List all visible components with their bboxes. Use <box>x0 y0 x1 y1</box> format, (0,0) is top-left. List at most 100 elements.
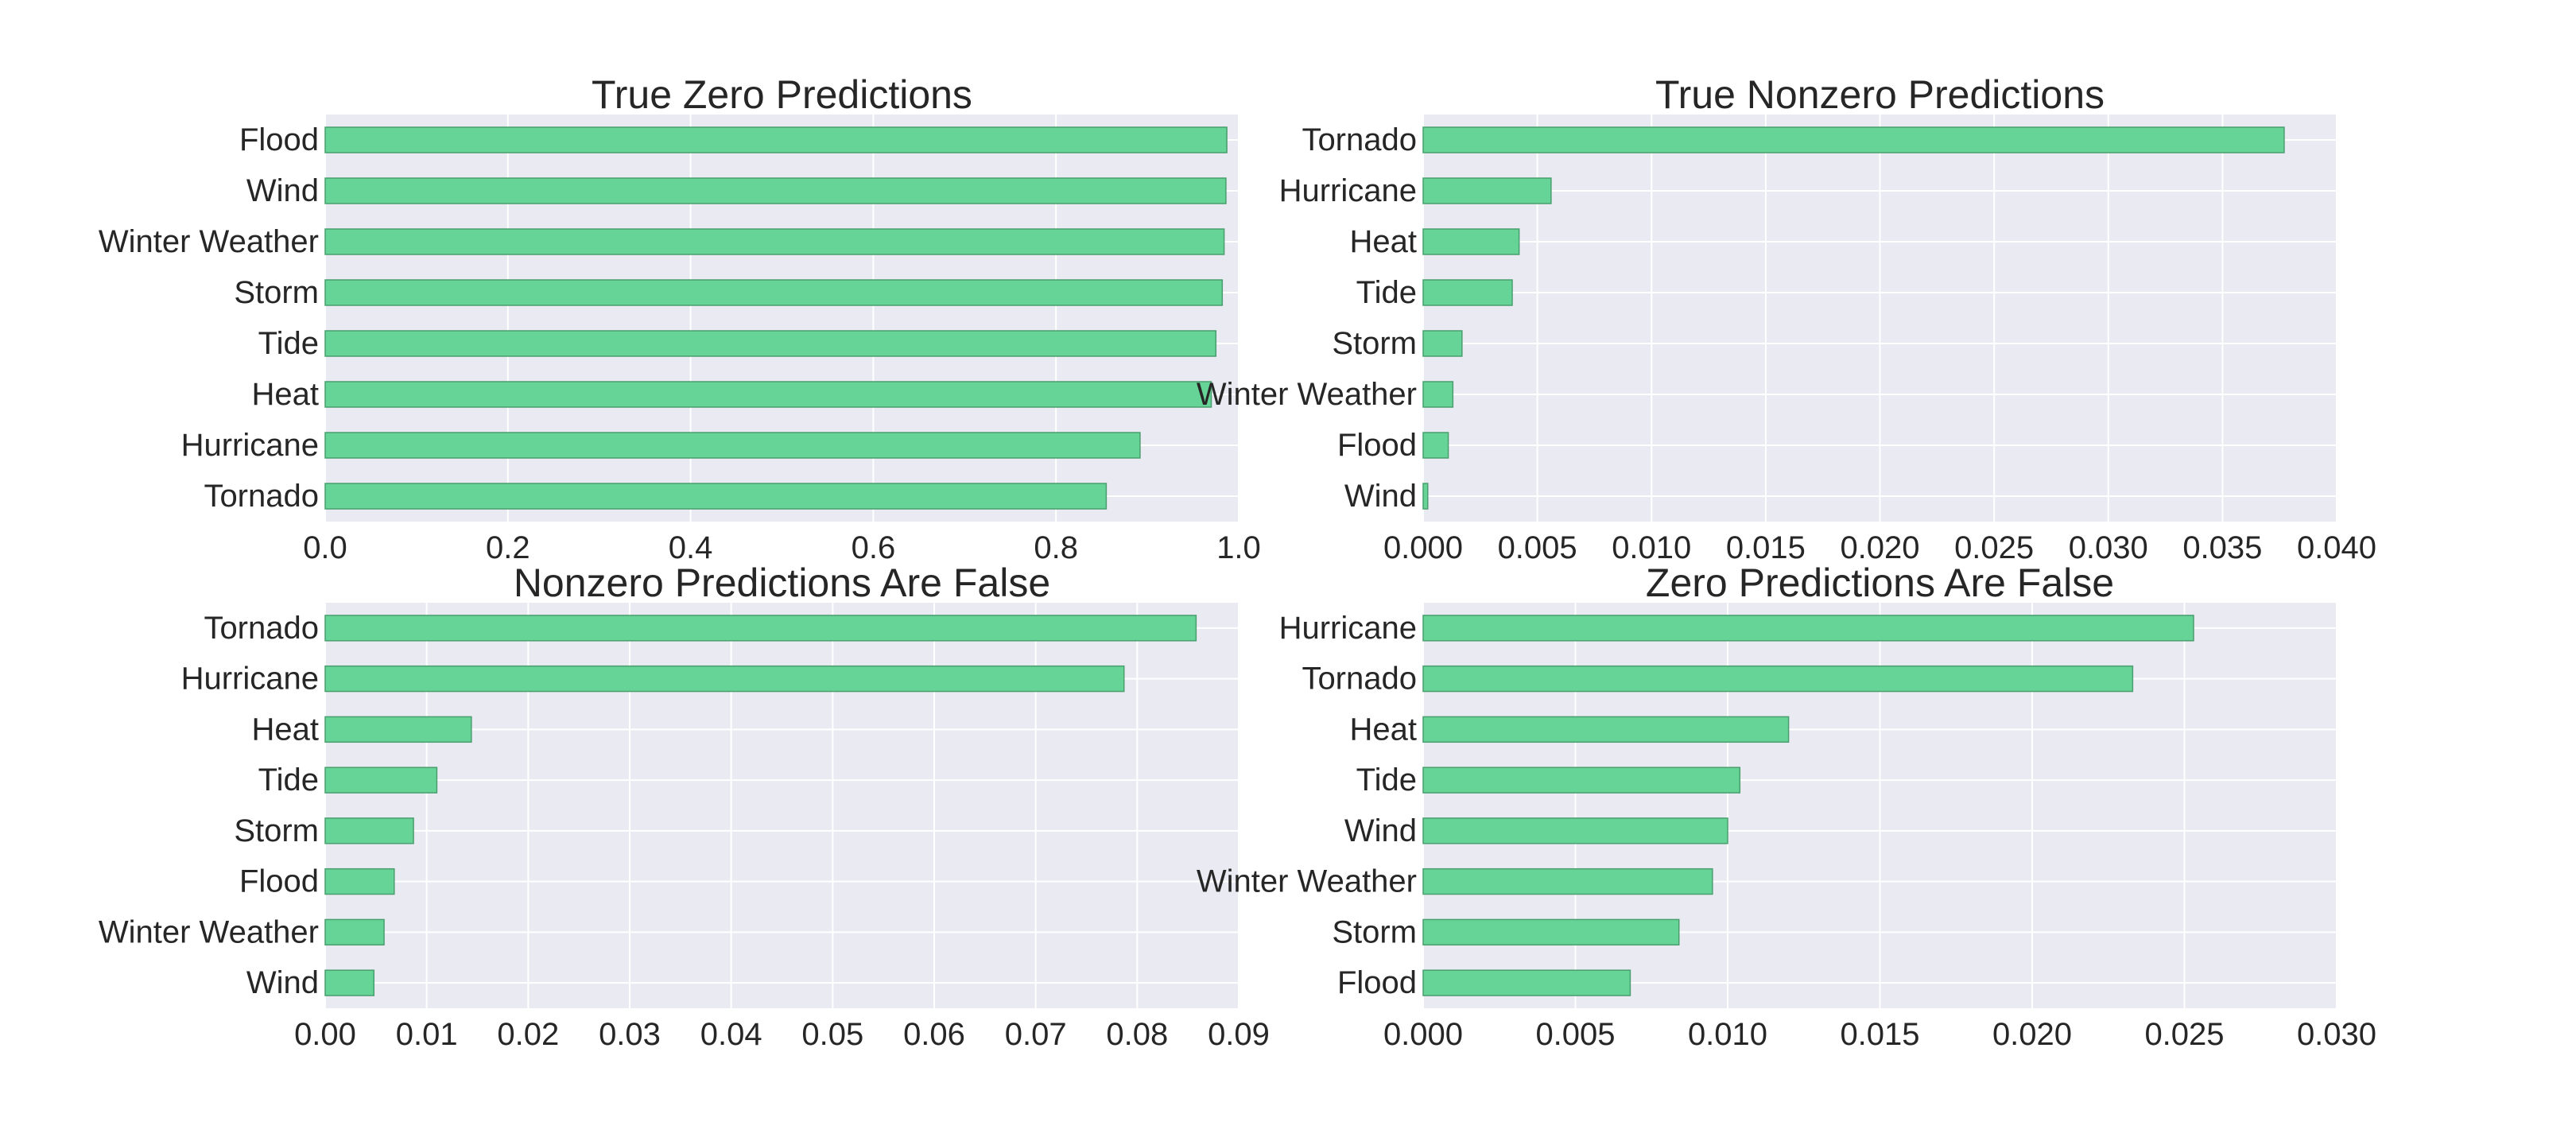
category-label: Tide <box>1356 275 1417 310</box>
category-label: Hurricane <box>181 662 319 697</box>
bar-flood <box>324 126 1228 153</box>
bar-heat <box>324 716 472 743</box>
category-label: Tornado <box>1302 662 1417 697</box>
category-label: Wind <box>1344 813 1417 848</box>
x-tick-label: 0.020 <box>1840 530 1919 565</box>
x-tick-label: 0.01 <box>396 1017 458 1052</box>
x-tick-label: 0.035 <box>2182 530 2262 565</box>
x-tick-label: 0.4 <box>669 530 713 565</box>
category-label: Heat <box>252 712 320 747</box>
bar-heat <box>1422 228 1520 255</box>
category-label: Flood <box>239 122 319 157</box>
bar-winter-weather <box>1422 381 1454 408</box>
bar-tide <box>1422 767 1741 794</box>
category-label: Tide <box>258 326 319 361</box>
category-label: Storm <box>234 813 319 848</box>
category-label: Flood <box>1337 428 1417 463</box>
plot-background <box>325 603 1239 1008</box>
x-tick-label: 0.00 <box>294 1017 356 1052</box>
bar-hurricane <box>1422 177 1552 204</box>
bar-winter-weather <box>324 228 1225 255</box>
bar-tide <box>324 767 438 794</box>
bar-flood <box>1422 432 1449 459</box>
x-tick-label: 0.08 <box>1106 1017 1168 1052</box>
x-tick-label: 0.025 <box>1954 530 2034 565</box>
x-tick-label: 0.040 <box>2297 530 2376 565</box>
category-label: Storm <box>1332 914 1417 949</box>
x-tick-label: 0.010 <box>1612 530 1691 565</box>
chart-panel-2: Tornado Hurricane Heat Tide Storm Winter Weat… <box>1197 72 2376 565</box>
category-label: Flood <box>1337 965 1417 1000</box>
x-tick-label: 0.05 <box>801 1017 863 1052</box>
category-label: Wind <box>246 965 319 1000</box>
x-tick-label: 0.09 <box>1208 1017 1270 1052</box>
category-label: Heat <box>1350 712 1418 747</box>
bar-flood <box>1422 969 1631 996</box>
category-label: Hurricane <box>1279 611 1417 646</box>
plot-background <box>325 114 1239 522</box>
x-tick-label: 0.2 <box>486 530 530 565</box>
category-label: Tornado <box>1302 122 1417 157</box>
x-tick-label: 0.030 <box>2069 530 2148 565</box>
x-tick-label: 0.07 <box>1005 1017 1067 1052</box>
bar-storm <box>1422 918 1680 946</box>
category-label: Tide <box>258 763 319 798</box>
x-tick-label: 0.04 <box>700 1017 762 1052</box>
x-tick-label: 0.005 <box>1535 1017 1615 1052</box>
x-tick-label: 0.000 <box>1383 1017 1463 1052</box>
x-tick-label: 0.030 <box>2297 1017 2376 1052</box>
bar-heat <box>324 381 1212 408</box>
category-label: Winter Weather <box>99 224 319 259</box>
bar-tornado <box>324 483 1108 510</box>
bar-hurricane <box>324 432 1141 459</box>
category-label: Hurricane <box>1279 173 1417 208</box>
x-tick-label: 0.010 <box>1688 1017 1767 1052</box>
chart-title: Zero Predictions Are False <box>1646 561 2114 605</box>
chart-panel-4: Hurricane Tornado Heat Tide Wind Winter Weath… <box>1197 561 2376 1052</box>
bar-wind <box>1422 483 1429 510</box>
category-label: Heat <box>252 377 320 412</box>
bar-hurricane <box>324 665 1125 693</box>
bar-storm <box>324 279 1224 306</box>
bar-winter-weather <box>324 918 385 946</box>
bar-tornado <box>1422 665 2134 693</box>
x-tick-label: 0.015 <box>1840 1017 1919 1052</box>
x-tick-label: 0.8 <box>1034 530 1078 565</box>
bar-flood <box>324 867 395 895</box>
x-tick-label: 0.020 <box>1992 1017 2072 1052</box>
chart-title: True Nonzero Predictions <box>1655 72 2105 117</box>
chart-panel-1: Flood Wind Winter Weather Storm Tide Heat Hurr… <box>99 72 1261 565</box>
bar-tornado <box>1422 126 2285 153</box>
category-label: Flood <box>239 864 319 899</box>
x-tick-label: 0.03 <box>599 1017 661 1052</box>
category-label: Winter Weather <box>1197 377 1417 412</box>
bar-wind <box>324 177 1227 204</box>
category-label: Tornado <box>204 611 319 646</box>
bar-storm <box>324 817 414 844</box>
x-tick-label: 0.015 <box>1726 530 1806 565</box>
category-label: Winter Weather <box>1197 864 1417 899</box>
category-label: Storm <box>1332 326 1417 361</box>
bar-hurricane <box>1422 615 2194 642</box>
category-label: Hurricane <box>181 428 319 463</box>
x-tick-label: 0.005 <box>1498 530 1577 565</box>
category-label: Wind <box>246 173 319 208</box>
bar-wind <box>1422 817 1728 844</box>
bar-storm <box>1422 330 1463 357</box>
category-label: Tornado <box>204 479 319 514</box>
bar-wind <box>324 969 375 996</box>
bar-winter-weather <box>1422 867 1713 895</box>
bar-tide <box>1422 279 1513 306</box>
x-tick-label: 0.000 <box>1383 530 1463 565</box>
category-label: Winter Weather <box>99 914 319 949</box>
category-label: Heat <box>1350 224 1418 259</box>
chart-title: True Zero Predictions <box>592 72 972 117</box>
bar-tide <box>324 330 1217 357</box>
category-label: Storm <box>234 275 319 310</box>
chart-title: Nonzero Predictions Are False <box>514 561 1050 605</box>
x-tick-label: 0.025 <box>2144 1017 2224 1052</box>
category-label: Tide <box>1356 763 1417 798</box>
bar-tornado <box>324 615 1197 642</box>
x-tick-label: 0.06 <box>903 1017 965 1052</box>
